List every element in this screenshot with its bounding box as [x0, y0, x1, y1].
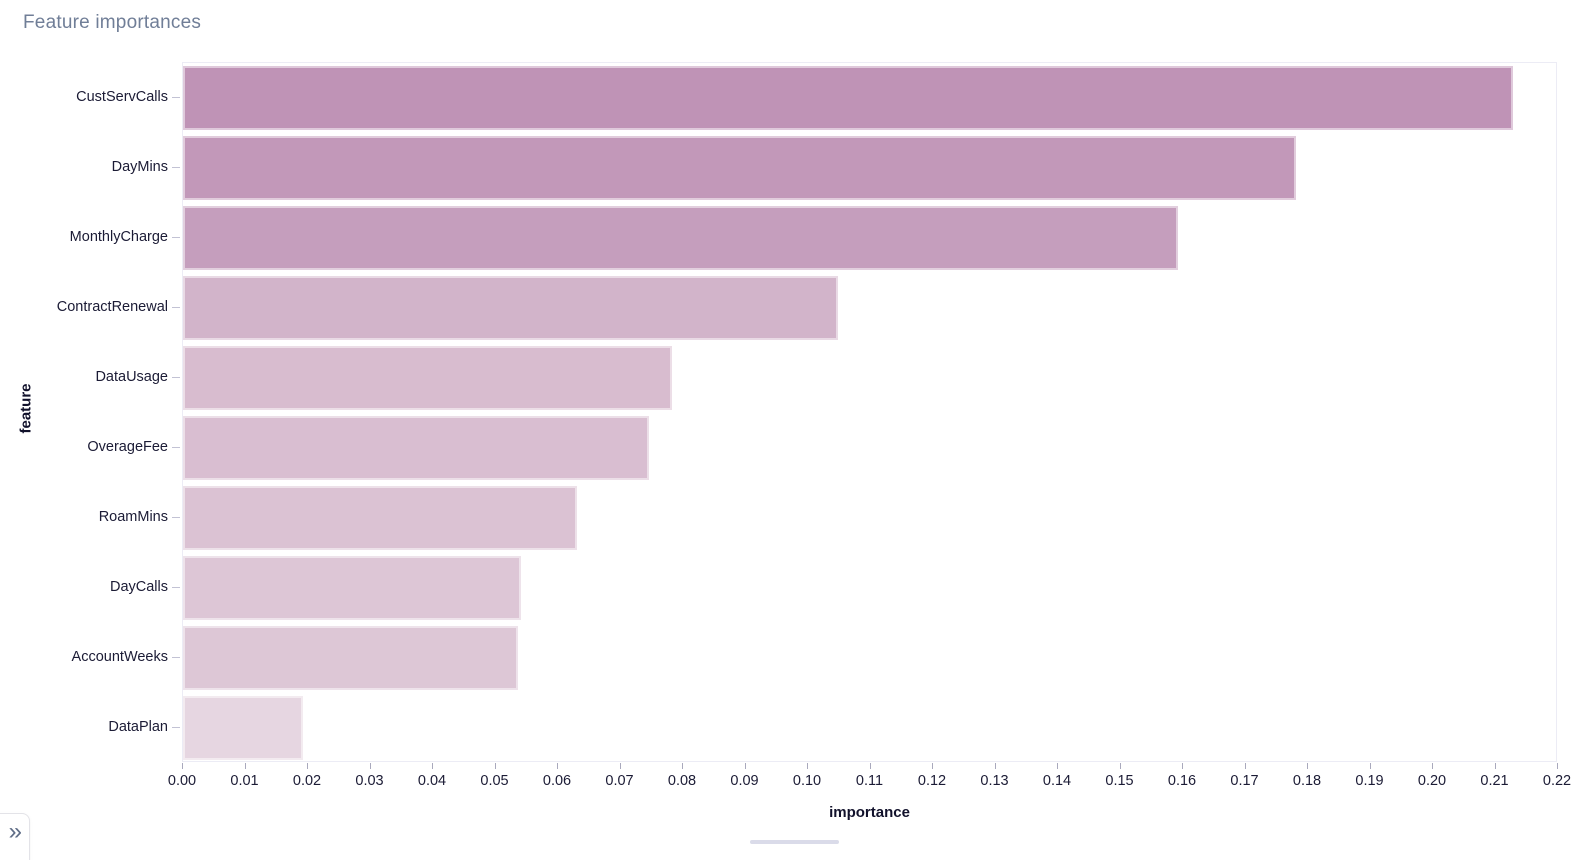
y-tick-mark	[172, 587, 180, 588]
y-tick-label: DayMins	[111, 159, 168, 175]
x-tick-labels: 0.00 0.01 0.02 0.03 0.04 0.05 0.06 0.07 0.08 0.09…	[168, 762, 1571, 802]
y-tick-label: CustServCalls	[76, 89, 168, 105]
x-tick-mark	[869, 763, 871, 769]
x-tick-mark	[494, 763, 496, 769]
x-tick-mark	[807, 763, 808, 769]
y-tick-mark	[172, 657, 180, 658]
expand-panel-button[interactable]: »	[0, 813, 30, 860]
double-chevron-right-icon: »	[8, 818, 22, 845]
y-tick-label: OverageFee	[87, 439, 168, 455]
bar-ContractRenewal[interactable]	[183, 276, 839, 340]
x-tick-mark	[744, 763, 746, 769]
bar-RoamMins[interactable]	[183, 486, 578, 550]
x-tick-mark	[1369, 763, 1371, 769]
x-tick-mark	[1432, 763, 1433, 769]
x-tick-label: 0.02	[292, 773, 322, 789]
x-tick-mark	[1244, 763, 1246, 769]
x-axis-label: importance	[829, 804, 910, 821]
bar-DataPlan[interactable]	[183, 696, 303, 760]
x-tick-label: 0.07	[605, 773, 634, 789]
x-tick-mark	[682, 763, 683, 769]
bar-DataUsage[interactable]	[183, 346, 672, 410]
bar-DayMins[interactable]	[183, 136, 1296, 200]
x-tick-label: 0.16	[1167, 773, 1197, 789]
x-tick-label: 0.05	[480, 773, 509, 789]
chart-title: Feature importances	[23, 12, 202, 33]
bar-DayCalls[interactable]	[183, 556, 521, 620]
scrollbar-thumb[interactable]	[750, 840, 839, 844]
x-tick-label: 0.13	[980, 773, 1009, 789]
x-tick-label: 0.15	[1105, 773, 1134, 789]
x-tick-label: 0.14	[1042, 773, 1072, 789]
x-tick-mark	[1557, 763, 1558, 769]
x-tick-label: 0.06	[542, 773, 572, 789]
x-tick-label: 0.08	[667, 773, 697, 789]
plot-area	[182, 62, 1557, 762]
x-tick-mark	[1057, 763, 1058, 769]
x-tick-mark	[369, 763, 371, 769]
bar-CustServCalls[interactable]	[183, 66, 1513, 130]
x-tick-label: 0.22	[1542, 773, 1572, 789]
y-tick-mark	[172, 307, 180, 308]
x-tick-mark	[432, 763, 433, 769]
x-tick-mark	[182, 763, 183, 769]
y-tick-labels: CustServCalls DayMins MonthlyCharge Contrac…	[0, 62, 182, 762]
y-tick-label: RoamMins	[98, 509, 168, 525]
x-tick-label: 0.00	[167, 773, 197, 789]
y-tick-mark	[172, 727, 180, 728]
x-tick-label: 0.10	[792, 773, 822, 789]
y-tick-mark	[172, 447, 180, 448]
bar-MonthlyCharge[interactable]	[183, 206, 1179, 270]
y-tick-mark	[172, 517, 180, 518]
x-tick-mark	[994, 763, 996, 769]
bar-AccountWeeks[interactable]	[183, 626, 518, 690]
x-tick-label: 0.04	[417, 773, 447, 789]
x-tick-label: 0.18	[1292, 773, 1322, 789]
y-tick-label: DayCalls	[109, 579, 168, 595]
x-tick-label: 0.11	[855, 773, 884, 789]
x-tick-label: 0.03	[355, 773, 384, 789]
x-tick-label: 0.20	[1417, 773, 1447, 789]
y-tick-mark	[172, 237, 180, 238]
y-tick-mark	[172, 377, 180, 378]
x-tick-mark	[932, 763, 933, 769]
x-tick-label: 0.12	[917, 773, 947, 789]
y-tick-label: DataPlan	[108, 719, 168, 735]
y-tick-mark	[172, 167, 180, 168]
y-tick-mark	[172, 97, 180, 98]
y-tick-label: ContractRenewal	[56, 299, 168, 315]
x-tick-label: 0.19	[1355, 773, 1384, 789]
x-tick-mark	[1182, 763, 1183, 769]
x-tick-mark	[619, 763, 621, 769]
x-tick-mark	[557, 763, 558, 769]
bar-OverageFee[interactable]	[183, 416, 649, 480]
y-tick-label: AccountWeeks	[71, 649, 168, 665]
x-tick-label: 0.21	[1480, 773, 1509, 789]
x-tick-label: 0.17	[1230, 773, 1259, 789]
x-tick-mark	[307, 763, 308, 769]
y-tick-label: DataUsage	[95, 369, 168, 385]
x-tick-label: 0.01	[230, 773, 259, 789]
x-tick-mark	[1494, 763, 1496, 769]
x-tick-mark	[1119, 763, 1121, 769]
x-tick-label: 0.09	[730, 773, 759, 789]
x-tick-mark	[1307, 763, 1308, 769]
x-tick-mark	[244, 763, 246, 769]
y-tick-label: MonthlyCharge	[69, 229, 168, 245]
